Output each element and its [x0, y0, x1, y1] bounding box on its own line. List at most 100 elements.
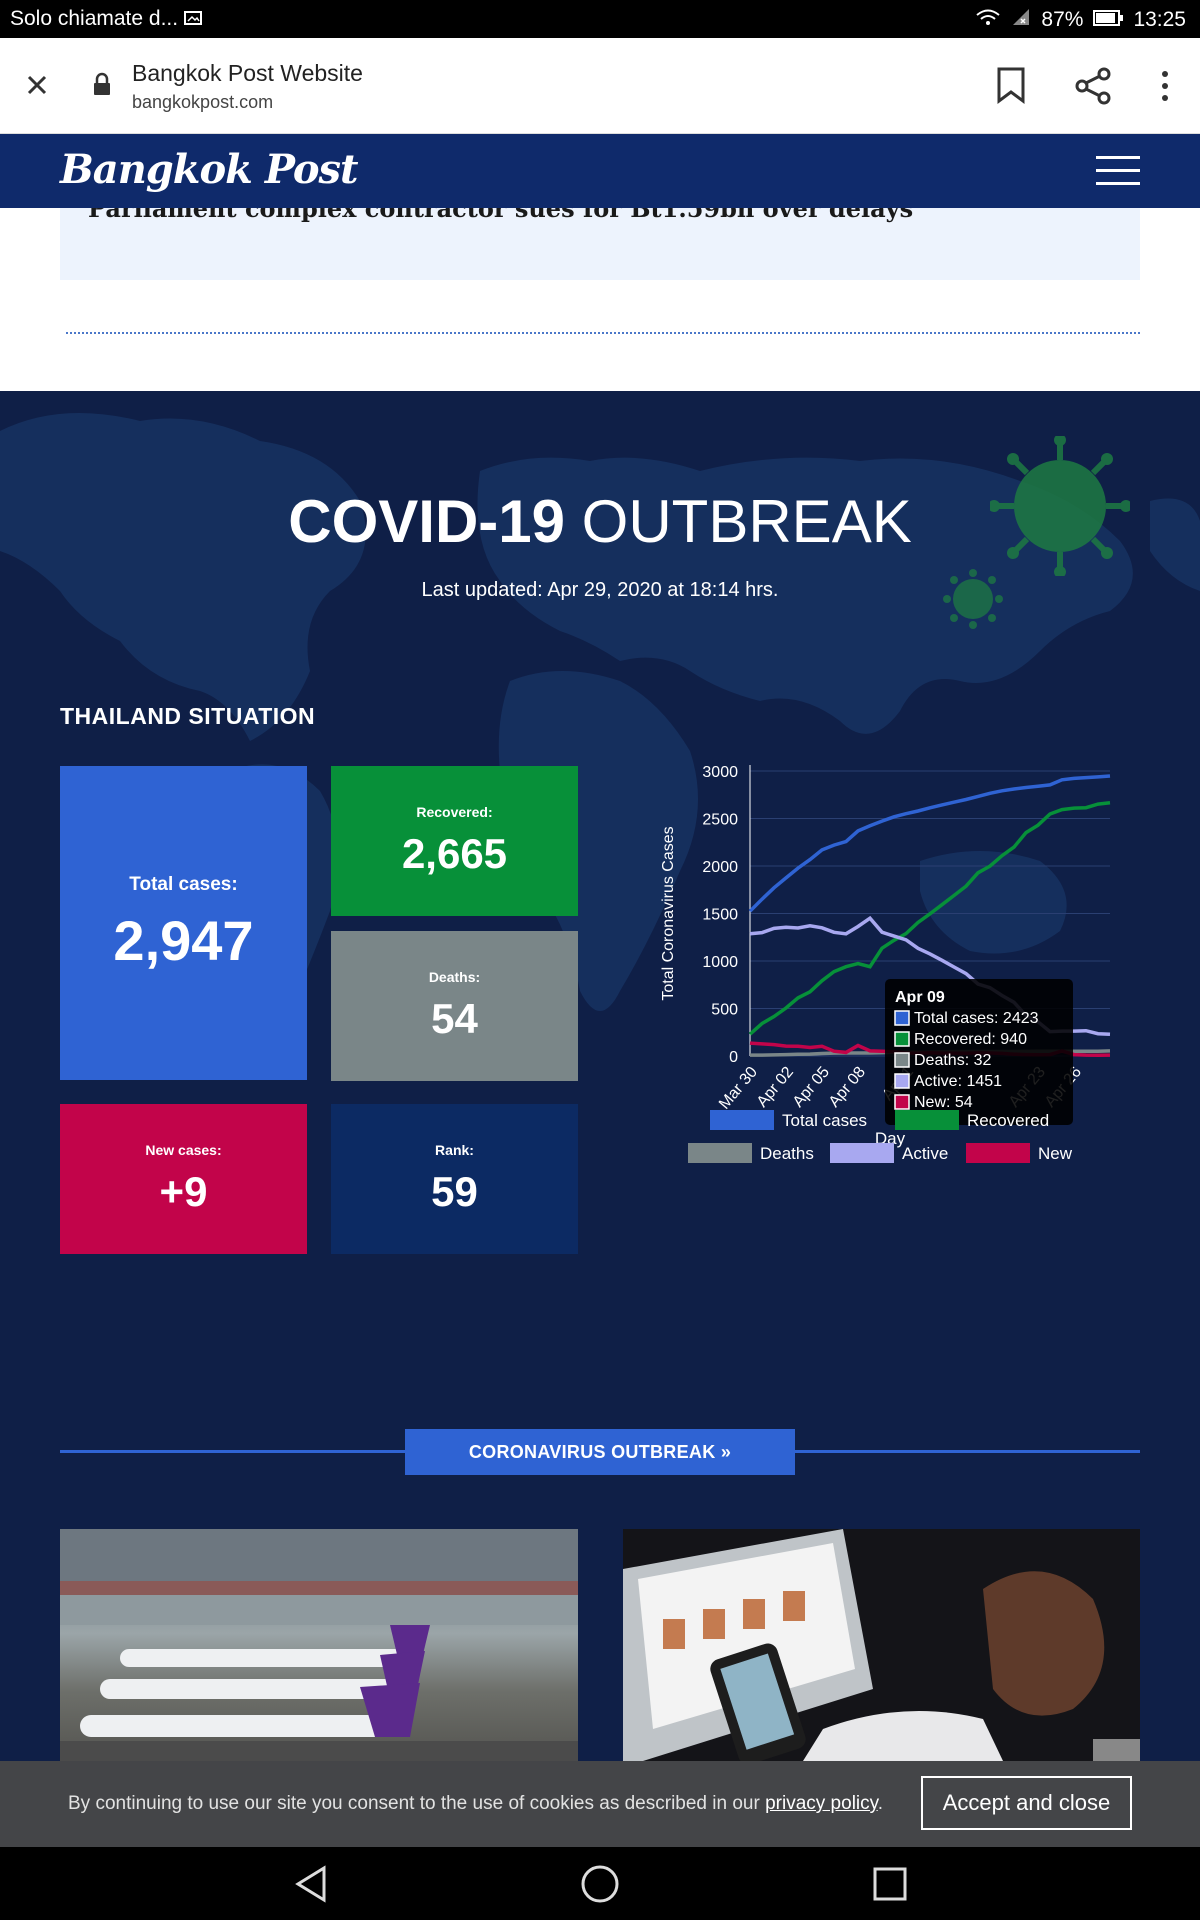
battery-icon — [1093, 8, 1124, 32]
notification-text: Solo chiamate d... — [10, 7, 179, 30]
browser-toolbar: Bangkok Post Website bangkokpost.com — [0, 38, 1200, 134]
accept-and-close-button[interactable]: Accept and close — [921, 1776, 1132, 1830]
y-tick-label: 2500 — [702, 812, 738, 829]
site-logo[interactable]: Bangkok Post — [60, 146, 358, 193]
lock-icon — [92, 72, 112, 101]
site-header: Bangkok Post — [0, 134, 1200, 208]
tooltip-line: Deaths: 32 — [914, 1052, 991, 1069]
rank-value: 59 — [431, 1168, 478, 1215]
legend-label: New — [1038, 1144, 1073, 1163]
page-url: bangkokpost.com — [132, 92, 274, 112]
legend-label: Active — [902, 1144, 948, 1163]
tooltip-swatch — [894, 1052, 910, 1068]
article-zone: Parliament complex contractor sues for B… — [0, 208, 1200, 391]
series-line-recovered — [748, 801, 1111, 1036]
y-tick-label: 0 — [729, 1049, 738, 1066]
legend-label: Deaths — [760, 1144, 814, 1163]
airplanes-image — [60, 1529, 578, 1761]
tooltip-line: Recovered: 940 — [914, 1031, 1027, 1048]
clock: 13:25 — [1133, 8, 1186, 31]
tooltip-line: Active: 1451 — [914, 1073, 1002, 1090]
x-tick-label: Apr 08 — [826, 1064, 869, 1111]
tooltip-swatch — [894, 1073, 910, 1089]
battery-percent: 87% — [1041, 8, 1084, 31]
y-tick-label: 1500 — [702, 907, 738, 924]
bookmark-icon[interactable] — [994, 66, 1028, 109]
section-title: THAILAND SITUATION — [60, 703, 316, 729]
y-tick-label: 1000 — [702, 954, 738, 971]
gallery-icon — [184, 7, 203, 31]
y-tick-label: 3000 — [702, 764, 738, 781]
tooltip-title: Apr 09 — [895, 989, 945, 1006]
virus-icon-small — [943, 569, 1003, 629]
recents-icon[interactable] — [872, 1866, 908, 1902]
x-tick-label: Apr 05 — [790, 1064, 833, 1111]
back-icon[interactable] — [293, 1865, 329, 1903]
total-cases-value: 2,947 — [113, 908, 254, 972]
y-axis-label: Total Coronavirus Cases — [660, 826, 677, 1000]
virus-icon-large — [990, 436, 1130, 576]
legend-swatch-new — [966, 1143, 1030, 1163]
deaths-label: Deaths: — [428, 969, 481, 985]
share-icon[interactable] — [1074, 66, 1114, 111]
last-updated: Last updated: Apr 29, 2020 at 18:14 hrs. — [421, 579, 779, 601]
page-title: Bangkok Post Website — [132, 60, 363, 86]
rank-label: Rank: — [435, 1142, 474, 1158]
android-nav-bar — [0, 1847, 1200, 1920]
tooltip-swatch — [894, 1010, 910, 1026]
menu-icon[interactable] — [1096, 156, 1140, 188]
cookie-message-period: . — [877, 1793, 884, 1814]
legend-swatch-total-cases — [710, 1110, 774, 1130]
recovered-card: Recovered: 2,665 — [331, 766, 578, 916]
cookie-message: By continuing to use our site you consen… — [68, 1793, 883, 1815]
recovered-label: Recovered: — [416, 804, 493, 820]
cases-chart[interactable]: 0 500 1000 1500 2000 2500 3000 Total Coronaviru… — [640, 751, 1140, 1171]
covid-title-bold: COVID-19 — [288, 488, 565, 555]
total-cases-label: Total cases: — [129, 873, 238, 895]
close-icon[interactable] — [20, 68, 54, 102]
shopping-image — [623, 1529, 1140, 1761]
cookie-banner: By continuing to use our site you consen… — [0, 1761, 1200, 1847]
cases-chart-svg[interactable]: 0 500 1000 1500 2000 2500 3000 Total Coronaviru… — [640, 751, 1140, 1171]
article-photo-shopping[interactable] — [623, 1529, 1140, 1761]
privacy-policy-link[interactable]: privacy policy — [765, 1793, 878, 1814]
new-cases-card: New cases: +9 — [60, 1104, 307, 1254]
total-cases-card: Total cases: 2,947 — [60, 766, 307, 1080]
new-cases-value: +9 — [159, 1168, 208, 1215]
tooltip-line: New: 54 — [914, 1094, 973, 1111]
cookie-message-text: By continuing to use our site you consen… — [68, 1793, 760, 1814]
signal-icon — [1011, 7, 1031, 33]
covid-title-light: OUTBREAK — [581, 488, 912, 555]
legend-label: Recovered — [967, 1111, 1049, 1130]
article-teaser[interactable]: Parliament complex contractor sues for B… — [60, 208, 1140, 280]
coronavirus-outbreak-button[interactable]: CORONAVIRUS OUTBREAK » — [405, 1429, 795, 1475]
deaths-card: Deaths: 54 — [331, 931, 578, 1081]
series-line-total-cases — [748, 774, 1111, 913]
rank-card: Rank: 59 — [331, 1104, 578, 1254]
new-cases-label: New cases: — [145, 1142, 222, 1158]
deaths-value: 54 — [431, 995, 478, 1042]
wifi-icon — [975, 7, 1001, 33]
covid-title: COVID-19 OUTBREAK — [0, 487, 1200, 556]
covid-section: COVID-19 OUTBREAK Last updated: Apr 29, … — [0, 391, 1200, 1761]
legend-label: Total cases — [782, 1111, 867, 1130]
x-tick-label: Apr 02 — [754, 1064, 797, 1111]
article-photo-airplanes[interactable] — [60, 1529, 578, 1761]
legend-swatch-recovered — [895, 1110, 959, 1130]
legend-swatch-active — [830, 1143, 894, 1163]
tooltip-swatch — [894, 1094, 910, 1110]
tooltip-box — [885, 979, 1073, 1125]
home-icon[interactable] — [580, 1864, 620, 1904]
article-headline[interactable]: Parliament complex contractor sues for B… — [88, 208, 914, 223]
y-tick-label: 500 — [711, 1002, 738, 1019]
outbreak-link-bar: CORONAVIRUS OUTBREAK » — [60, 1429, 1140, 1475]
tooltip-swatch — [894, 1031, 910, 1047]
legend-swatch-deaths — [688, 1143, 752, 1163]
tooltip-line: Total cases: 2423 — [914, 1010, 1039, 1027]
status-bar: Solo chiamate d... 87% 13:25 — [0, 0, 1200, 38]
x-tick-label: Mar 30 — [716, 1064, 761, 1113]
recovered-value: 2,665 — [401, 830, 508, 877]
divider — [66, 332, 1140, 334]
more-options-icon[interactable] — [1160, 66, 1170, 111]
y-tick-label: 2000 — [702, 859, 738, 876]
